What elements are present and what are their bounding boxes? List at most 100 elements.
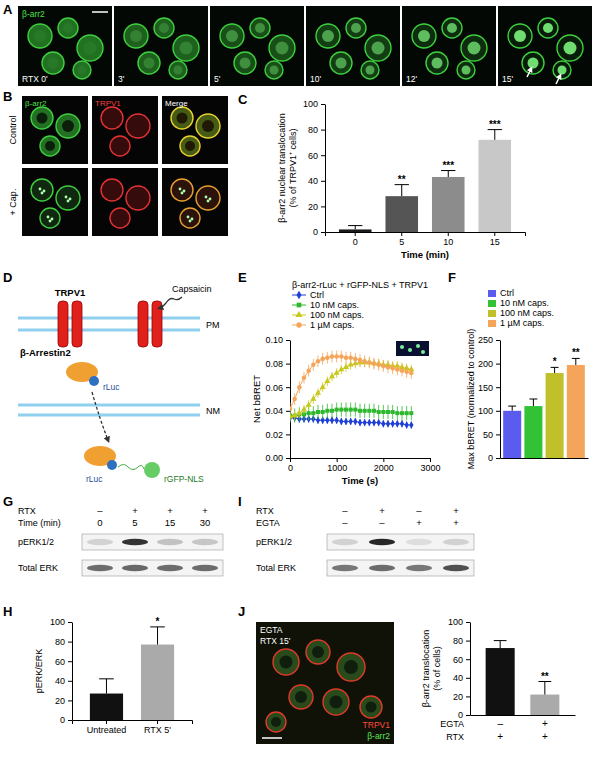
x-tick: 15 [490,232,500,247]
nuclear-dot [47,216,50,219]
membrane-label: PM [206,320,220,330]
cell [196,186,220,210]
blot-label: Total ERK [18,563,58,573]
x-axis-line [73,721,193,725]
bar [432,177,465,232]
y-tick-mark [466,715,470,716]
y-tick: 20 [453,692,470,702]
x-tick-label: Untreated [87,725,127,735]
cell [557,35,583,61]
y-tick-mark [496,340,500,341]
nuclear-dot [39,188,42,191]
y-tick-mark [466,622,470,623]
band [87,565,113,571]
y-tick-label: 20 [308,202,318,212]
micrograph [306,6,400,86]
x-tick-mark [494,232,495,236]
cell [289,685,313,709]
significance-label: ** [572,347,580,358]
image-label: EGTA [260,625,283,635]
y-axis: 0.000.020.040.060.080.10 [265,335,290,463]
point [297,385,302,390]
condition-value: + [542,718,548,729]
y-axis: 050100150200250 [478,335,501,463]
bar [486,648,515,715]
x-tick-mark [290,458,291,462]
diagram-label: Capsaicin [172,284,212,294]
bar [530,695,559,715]
y-tick: 0 [488,453,500,463]
nucleus [468,42,481,55]
condition-value: – [342,505,348,516]
point [320,384,326,389]
nucleus [564,42,577,55]
scale-bar [262,737,282,739]
nucleus [177,113,188,124]
y-tick-mark [496,458,500,459]
nucleus [255,23,265,33]
legend-marker [296,291,301,300]
cell [171,179,193,201]
micrograph [498,6,592,86]
point [330,354,335,359]
point [395,420,399,427]
point [321,410,325,414]
nucleus [130,30,142,42]
condition-value: – [497,718,503,729]
error-bar [488,130,502,140]
legend-marker [295,311,302,317]
x-tick-label: RTX 5' [144,725,171,735]
point [367,409,371,413]
band [157,539,183,545]
panel-letter: F [448,270,456,285]
y-tick: 100 [50,617,72,627]
point [296,410,302,415]
x-tick: 0 [353,232,358,247]
cell [126,114,150,138]
panel-letter: E [238,270,247,285]
x-tick: 2000 [374,458,394,473]
condition-value: 5 [132,517,137,528]
legend-entry: 1 µM caps. [292,320,354,330]
y-tick: 20 [308,202,325,212]
y-tick-label: 0 [313,227,318,237]
y-tick-label: 80 [308,125,318,135]
point [325,355,330,360]
time-label: 12' [406,74,417,84]
y-tick-mark [68,642,72,643]
condition-value: + [202,505,208,516]
channel-label: TRPV1 [95,99,121,108]
blot-label: pERK1/2 [18,537,54,547]
nucleus [270,66,279,75]
x-axis: 0 5 10 15 [326,232,526,247]
point [372,409,376,413]
acceptor [144,462,160,478]
error-bar [508,406,516,411]
x-tick: 5 [399,232,404,247]
cell [196,114,220,138]
y-tick-label: 0.06 [265,383,283,393]
y-tick: 0.06 [265,383,290,393]
nuclear-dot [205,196,208,199]
condition-value: + [453,505,459,516]
x-tick-label: 10 [443,237,453,247]
point [329,373,335,378]
cell [173,35,199,61]
cell [234,52,256,74]
y-tick-label: 40 [308,176,318,186]
cell [412,24,436,48]
point [358,409,362,413]
point [377,410,381,414]
cell [42,52,64,74]
point [405,421,409,428]
point [307,411,311,415]
cell [323,689,349,715]
condition-value: – [379,517,385,528]
y-tick-mark [496,434,500,435]
time-label: 15' [502,74,513,84]
x-tick-label: 1000 [327,463,347,473]
x-axis-line [291,458,431,459]
error-bar [348,226,362,230]
band [332,565,358,571]
bar [478,140,511,232]
